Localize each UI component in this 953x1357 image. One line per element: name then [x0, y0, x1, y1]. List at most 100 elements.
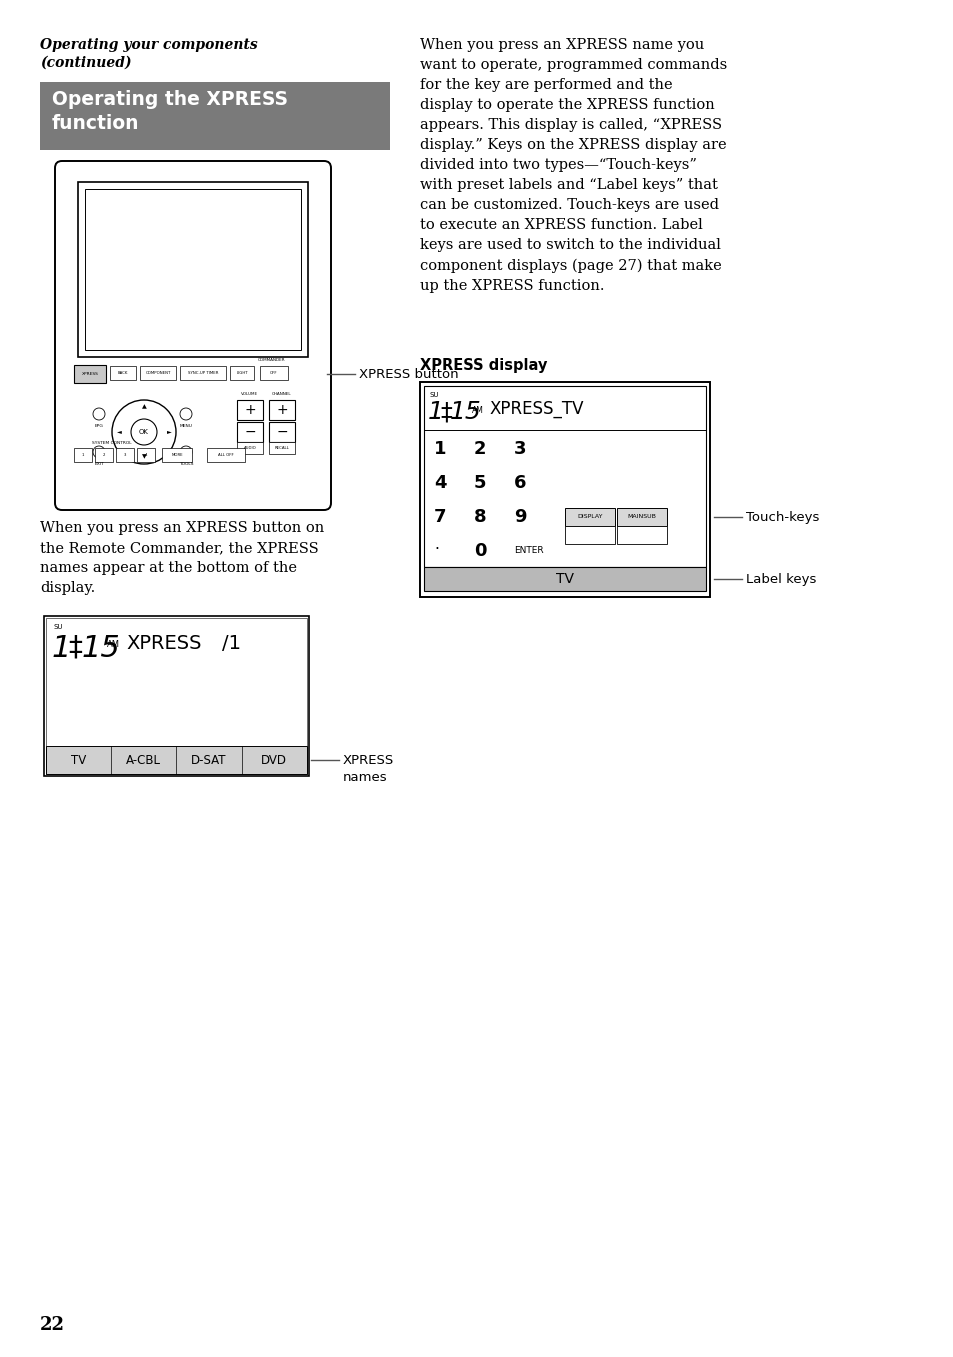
Bar: [116, 448, 133, 461]
Bar: [40, 81, 390, 151]
Text: 3: 3: [124, 453, 126, 457]
Text: DISPLAY: DISPLAY: [577, 514, 602, 520]
Circle shape: [92, 408, 105, 421]
Text: AM: AM: [472, 406, 483, 415]
Text: −: −: [276, 425, 288, 440]
Text: 4: 4: [145, 453, 147, 457]
Text: ▲: ▲: [141, 404, 146, 410]
Bar: [162, 448, 192, 461]
Text: XPRESS display: XPRESS display: [419, 358, 547, 373]
Text: ‡: ‡: [439, 400, 452, 423]
Bar: [74, 365, 106, 383]
Text: XPRESS
names: XPRESS names: [343, 754, 394, 784]
Text: MORE: MORE: [171, 453, 183, 457]
Bar: [46, 617, 307, 773]
FancyBboxPatch shape: [55, 161, 331, 510]
Text: 5: 5: [474, 474, 486, 493]
Bar: [44, 616, 309, 776]
Text: 4: 4: [434, 474, 446, 493]
Text: +: +: [276, 403, 288, 417]
Text: 9: 9: [514, 508, 526, 527]
Text: EXIT: EXIT: [94, 461, 104, 465]
Bar: [269, 400, 294, 421]
Text: ►: ►: [167, 430, 172, 434]
Text: 0: 0: [474, 541, 486, 560]
Text: 3: 3: [514, 440, 526, 459]
Text: D-SAT: D-SAT: [192, 753, 227, 767]
Bar: [137, 448, 154, 461]
Bar: [423, 567, 705, 592]
Text: Label keys: Label keys: [745, 573, 816, 585]
Bar: [207, 448, 245, 461]
Text: DVD: DVD: [261, 753, 287, 767]
Bar: [74, 448, 91, 461]
Text: ◄: ◄: [116, 430, 121, 434]
Text: SU: SU: [54, 624, 64, 630]
Text: 1: 1: [82, 453, 84, 457]
Bar: [564, 508, 615, 527]
Bar: [140, 366, 175, 380]
Text: Operating your components
(continued): Operating your components (continued): [40, 38, 257, 69]
Circle shape: [92, 446, 105, 459]
Bar: [46, 746, 307, 773]
Text: SU: SU: [430, 392, 439, 398]
Text: +: +: [244, 403, 255, 417]
Text: TV: TV: [71, 753, 86, 767]
Bar: [110, 366, 136, 380]
Text: AM: AM: [107, 641, 120, 649]
Text: /1: /1: [222, 634, 241, 653]
Bar: [85, 189, 301, 350]
Text: Operating the XPRESS
function: Operating the XPRESS function: [52, 90, 288, 133]
Bar: [236, 400, 263, 421]
Text: 1: 1: [52, 634, 71, 664]
Bar: [180, 366, 226, 380]
Bar: [564, 527, 615, 544]
Text: 1: 1: [434, 440, 446, 459]
Text: SYSTEM CONTROL: SYSTEM CONTROL: [91, 441, 132, 445]
Text: 2: 2: [103, 453, 105, 457]
Bar: [617, 527, 666, 544]
Text: When you press an XPRESS button on
the Remote Commander, the XPRESS
names appear: When you press an XPRESS button on the R…: [40, 521, 324, 596]
Bar: [260, 366, 288, 380]
Text: 15: 15: [82, 634, 121, 664]
Bar: [236, 422, 263, 442]
Text: OFF: OFF: [270, 370, 277, 375]
Text: OK: OK: [139, 429, 149, 436]
Text: 8: 8: [474, 508, 486, 527]
Circle shape: [131, 419, 157, 445]
Text: −: −: [244, 425, 255, 440]
Text: ALL OFF: ALL OFF: [218, 453, 233, 457]
Bar: [269, 442, 294, 455]
Bar: [236, 442, 263, 455]
Circle shape: [180, 446, 192, 459]
Bar: [423, 385, 705, 567]
Text: 22: 22: [40, 1316, 65, 1334]
Text: COMPONENT: COMPONENT: [145, 370, 171, 375]
Bar: [230, 366, 253, 380]
Circle shape: [180, 408, 192, 421]
Text: 1: 1: [428, 400, 443, 423]
Text: AUDIO: AUDIO: [243, 446, 256, 451]
Text: TOOLS: TOOLS: [178, 461, 193, 465]
Text: MAINSUB: MAINSUB: [627, 514, 656, 520]
Text: ▼: ▼: [141, 455, 146, 460]
Text: 6: 6: [514, 474, 526, 493]
Text: CHANNEL: CHANNEL: [272, 392, 292, 396]
Text: XPRESS_TV: XPRESS_TV: [490, 400, 584, 418]
Circle shape: [112, 400, 175, 464]
Text: A-CBL: A-CBL: [126, 753, 161, 767]
Text: ENTER: ENTER: [514, 546, 543, 555]
Text: 7: 7: [434, 508, 446, 527]
Text: XPRESS: XPRESS: [126, 634, 201, 653]
Text: COMMANDER: COMMANDER: [258, 358, 286, 362]
Text: MENU: MENU: [179, 423, 193, 427]
Text: ‡: ‡: [68, 634, 82, 662]
Bar: [617, 508, 666, 527]
Text: When you press an XPRESS name you
want to operate, programmed commands
for the k: When you press an XPRESS name you want t…: [419, 38, 726, 293]
Text: BACK: BACK: [117, 370, 128, 375]
Text: 2: 2: [474, 440, 486, 459]
Bar: [78, 182, 308, 357]
Bar: [269, 422, 294, 442]
Text: TV: TV: [556, 573, 574, 586]
Text: ·: ·: [434, 541, 438, 556]
